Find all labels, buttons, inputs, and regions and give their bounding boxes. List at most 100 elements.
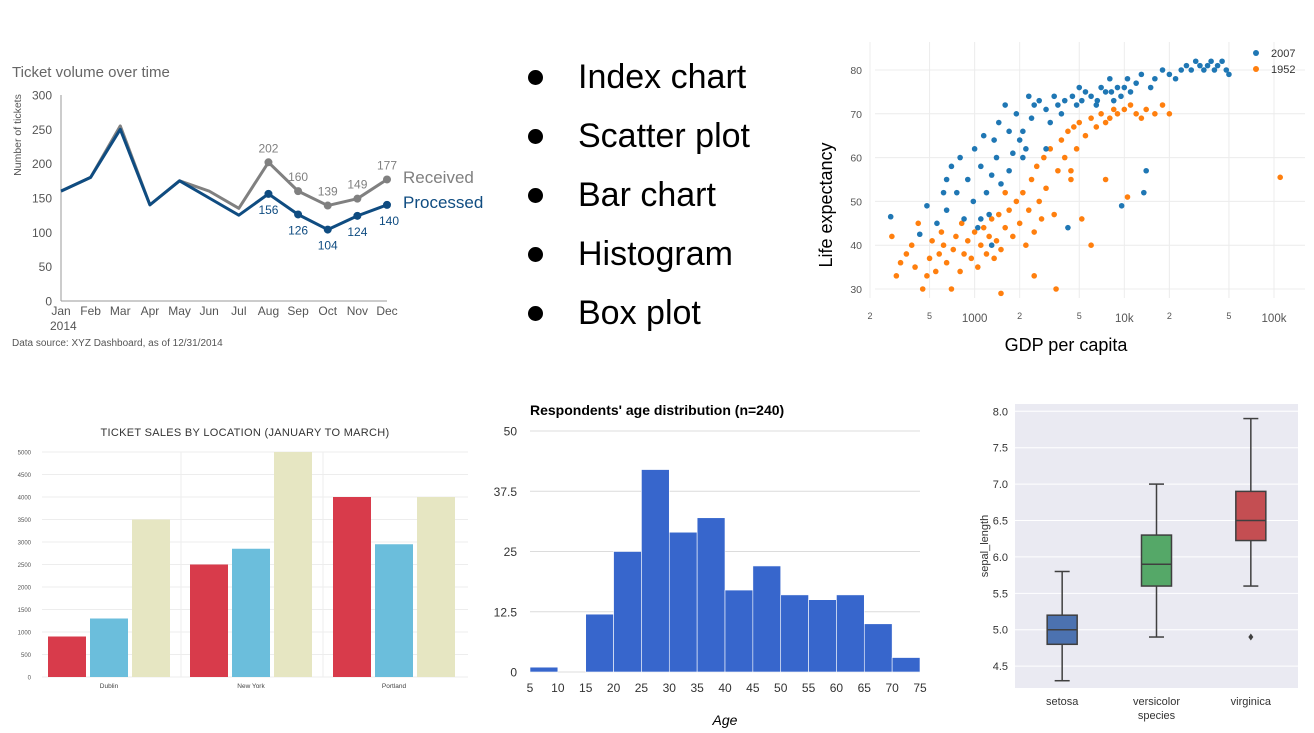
scatter-y-tick-label: 80 [850, 65, 862, 77]
bar-y-tick-label: 2000 [18, 586, 32, 592]
bar-y-tick-label: 1000 [18, 631, 32, 637]
scatter-point-1952 [893, 273, 900, 279]
bar-new-york [274, 452, 312, 677]
scatter-point-1952 [903, 251, 910, 257]
line-series-received [60, 124, 388, 210]
scatter-point-1952 [964, 238, 971, 244]
scatter-point-1952 [1013, 198, 1020, 205]
scatter-point-1952 [1025, 207, 1032, 213]
scatter-point-2007 [1065, 224, 1071, 231]
scatter-point-2007 [961, 216, 967, 222]
histogram-bar [641, 469, 670, 673]
scatter-y-tick-label: 50 [850, 196, 862, 208]
scatter-point-1952 [1071, 124, 1077, 130]
scatter-y-tick-label: 40 [850, 240, 862, 252]
scatter-point-2007 [1118, 202, 1125, 209]
scatter-point-2007 [1208, 58, 1214, 65]
scatter-point-1952 [1110, 106, 1117, 113]
box-y-tick-label: 7.0 [993, 479, 1008, 491]
scatter-point-2007 [1124, 75, 1131, 82]
bar-new-york [232, 548, 270, 677]
box-plot-chart: 4.5 5.0 5.5 6.0 6.5 7.0 7.5 8.0 sepal_lengthseto… [979, 404, 1298, 722]
scatter-point-1952 [971, 229, 978, 235]
line-y-tick-label: 0 [45, 295, 52, 309]
bar-portland [333, 497, 371, 677]
line-x-tick-label: Jan [51, 304, 70, 318]
scatter-point-1952 [1036, 198, 1042, 205]
scatter-point-1952 [1002, 189, 1008, 196]
bullet-dot [528, 247, 543, 262]
scatter-point-1952 [978, 242, 984, 248]
scatter-point-2007 [1028, 115, 1035, 121]
bar-x-tick-label: Dublin [100, 683, 119, 690]
bullet-item: Scatter plot [524, 113, 750, 172]
line-point-processed [264, 189, 273, 198]
line-chart: Ticket volume over time Number of tickets… [12, 64, 483, 349]
line-y-tick-label: 250 [32, 123, 52, 137]
bar-y-tick-label: 4500 [18, 473, 32, 479]
histogram-title: Respondents' age distribution (n=240) [530, 402, 784, 418]
histogram-x-tick-label: 10 [551, 681, 565, 695]
scatter-point-1952 [1065, 128, 1071, 135]
box-x-tick-label: setosa [1046, 696, 1079, 708]
bar-portland [375, 544, 413, 677]
scatter-point-2007 [1069, 93, 1076, 100]
scatter-point-1952 [950, 246, 957, 253]
scatter-point-2007 [1058, 111, 1065, 117]
scatter-point-2007 [1020, 154, 1026, 161]
line-point-received [264, 158, 273, 167]
scatter-point-1952 [1041, 154, 1047, 161]
scatter-point-2007 [1223, 67, 1230, 73]
scatter-point-2007 [1073, 102, 1080, 108]
scatter-point-2007 [1023, 146, 1029, 152]
scatter-point-2007 [964, 176, 971, 183]
scatter-point-2007 [1219, 58, 1225, 65]
scatter-point-2007 [916, 231, 923, 238]
scatter-point-1952 [1031, 273, 1037, 279]
scatter-x-tick-label: 2 [1017, 311, 1022, 321]
scatter-x-tick-label: 5 [927, 311, 932, 321]
histogram-x-tick-label: 25 [635, 681, 649, 695]
histogram-bar [808, 599, 837, 673]
line-data-label: 140 [379, 214, 399, 228]
histogram-bar [585, 613, 614, 673]
bullet-text: Box plot [578, 294, 701, 332]
scatter-point-2007 [1031, 102, 1037, 108]
histogram-bar [836, 594, 865, 673]
histogram-bar [529, 666, 559, 673]
scatter-point-1952 [1038, 216, 1045, 222]
scatter-y-axis-label: Life expectancy [816, 142, 836, 267]
scatter-point-1952 [912, 264, 918, 270]
scatter-point-2007 [1088, 93, 1094, 100]
scatter-point-2007 [1082, 89, 1089, 95]
bullet-item: Index chart [524, 54, 750, 113]
scatter-point-2007 [1107, 75, 1113, 82]
bullet-text: Scatter plot [578, 117, 750, 155]
scatter-point-2007 [1143, 167, 1149, 174]
scatter-point-2007 [970, 198, 977, 205]
scatter-x-tick-label: 10k [1115, 313, 1134, 325]
histogram-x-tick-label: 65 [858, 681, 872, 695]
line-y-tick-label: 150 [32, 192, 52, 206]
scatter-point-2007 [980, 132, 987, 139]
line-x-tick-label: Nov [347, 304, 368, 318]
bar-y-tick-label: 1500 [18, 608, 32, 614]
line-y-axis-label: Number of tickets [12, 94, 24, 176]
scatter-point-1952 [957, 268, 963, 275]
scatter-point-2007 [1188, 67, 1195, 73]
scatter-point-1952 [1098, 111, 1104, 117]
histogram-y-tick-label: 50 [504, 425, 518, 439]
scatter-point-1952 [948, 286, 955, 292]
scatter-point-1952 [1020, 189, 1026, 196]
scatter-point-2007 [1094, 97, 1101, 104]
scatter-point-1952 [953, 233, 959, 240]
scatter-point-2007 [934, 220, 940, 227]
scatter-point-2007 [1172, 75, 1179, 82]
scatter-point-2007 [957, 154, 963, 161]
scatter-legend-marker [1253, 66, 1259, 72]
box-versicolor [1140, 534, 1173, 587]
line-point-processed [353, 211, 362, 220]
scatter-point-2007 [1166, 71, 1173, 78]
scatter-point-1952 [1031, 229, 1037, 235]
scatter-point-1952 [998, 290, 1004, 297]
